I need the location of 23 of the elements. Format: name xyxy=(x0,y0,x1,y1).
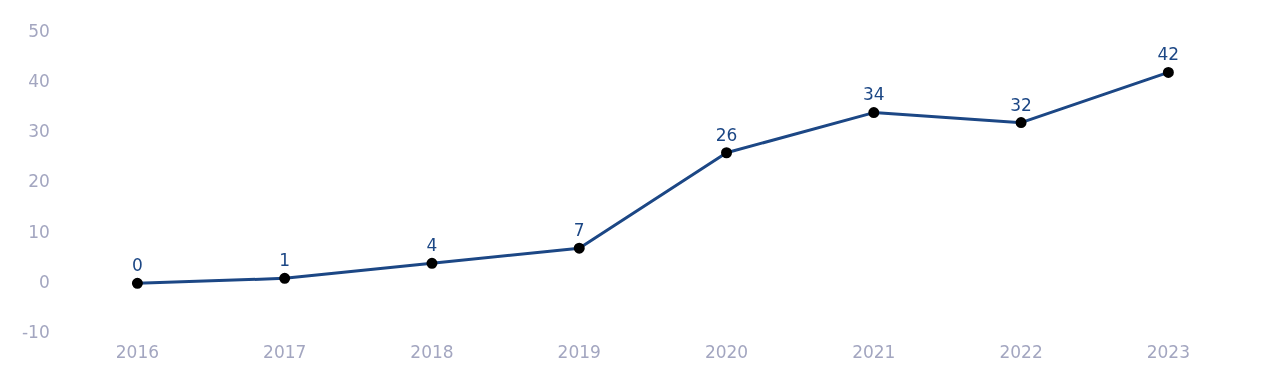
x-tick-label: 2023 xyxy=(1146,342,1190,363)
x-tick-label: 2016 xyxy=(115,342,160,363)
y-tick-label: -10 xyxy=(21,322,50,343)
data-label: 26 xyxy=(715,124,738,145)
x-tick-label: 2020 xyxy=(704,342,749,363)
data-label: 32 xyxy=(1010,94,1032,115)
y-tick-label: 30 xyxy=(28,121,50,142)
y-tick-label: 0 xyxy=(38,271,50,292)
x-tick-label: 2022 xyxy=(999,342,1043,363)
x-tick-label: 2019 xyxy=(557,342,601,363)
y-tick-label: 10 xyxy=(28,221,50,242)
x-tick-label: 2018 xyxy=(410,342,454,363)
data-label: 4 xyxy=(426,235,438,256)
y-tick-label: 40 xyxy=(28,70,50,91)
y-tick-label: 50 xyxy=(28,20,50,41)
data-label: 1 xyxy=(279,250,291,271)
data-label: 34 xyxy=(862,84,885,105)
x-tick-label: 2021 xyxy=(852,342,896,363)
x-tick-label: 2017 xyxy=(263,342,307,363)
data-label: 0 xyxy=(131,255,143,276)
data-label: 7 xyxy=(573,220,585,241)
data-label: 42 xyxy=(1157,44,1180,65)
y-tick-label: 20 xyxy=(28,171,50,192)
